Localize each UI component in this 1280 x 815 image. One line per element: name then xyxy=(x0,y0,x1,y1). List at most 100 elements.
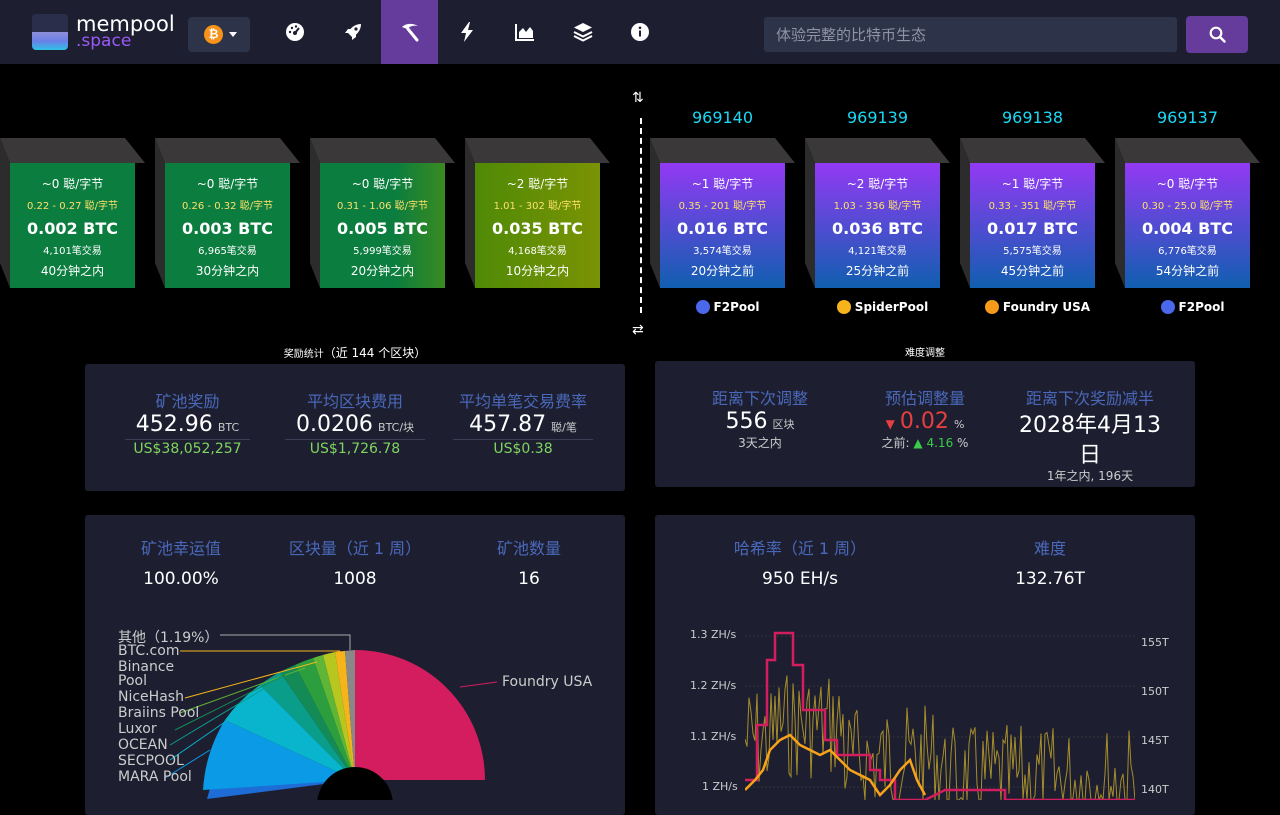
pool-logo-icon xyxy=(695,300,710,314)
y-right-tick: 155T xyxy=(1141,636,1169,649)
chart-area-icon xyxy=(514,24,534,41)
logo-text: mempool xyxy=(76,12,175,36)
block-total-fees: 0.016 BTC xyxy=(676,219,769,238)
mempool-logo[interactable]: mempool .space xyxy=(32,12,175,52)
search-input[interactable] xyxy=(764,17,1177,52)
block-pool[interactable]: SpiderPool xyxy=(805,300,960,314)
block-height-link[interactable]: 969137 xyxy=(1156,108,1219,127)
nav-accelerator[interactable] xyxy=(324,0,381,64)
mined-block[interactable]: ~2 聪/字节 1.03 - 336 聪/字节 0.036 BTC 4,121笔交易 2… xyxy=(805,108,960,314)
block-top xyxy=(155,138,300,163)
pool-name: F2Pool xyxy=(1178,300,1225,314)
pie-label-nicehash: NiceHash xyxy=(118,689,184,705)
y-left-tick: 1.1 ZH/s xyxy=(690,730,737,743)
block-tx-count: 4,101笔交易 xyxy=(43,246,102,257)
hashrate-chart[interactable] xyxy=(745,630,1135,800)
down-arrow-icon: ▼ xyxy=(885,417,895,431)
block-pool[interactable]: Foundry USA xyxy=(960,300,1115,314)
block-time: 25分钟之前 xyxy=(845,264,910,278)
hashrate-raw-line xyxy=(745,675,1135,800)
count-value: 16 xyxy=(518,569,540,589)
block-height-link[interactable]: 969140 xyxy=(691,108,754,127)
swap-vertical-icon[interactable]: ⇅ xyxy=(632,90,644,106)
pie-slice-secpool xyxy=(203,720,355,790)
block-fee-range: 0.22 - 0.27 聪/字节 xyxy=(26,201,119,212)
mined-block[interactable]: ~0 聪/字节 0.30 - 25.0 聪/字节 0.004 BTC 6,776笔交易… xyxy=(1115,108,1270,314)
mempool-block[interactable]: ~0 聪/字节 0.22 - 0.27 聪/字节 0.002 BTC 4,101笔交易… xyxy=(0,138,155,288)
difficulty-label: 难度 xyxy=(1033,539,1066,558)
block-total-fees: 0.017 BTC xyxy=(986,219,1079,238)
block-fee-range: 1.03 - 336 聪/字节 xyxy=(833,201,922,212)
pool-pie-chart[interactable] xyxy=(85,600,625,800)
block-time: 10分钟之内 xyxy=(505,264,570,278)
hashrate-label: 哈希率（近 1 周） xyxy=(733,539,867,558)
nav-dashboard[interactable] xyxy=(266,0,323,64)
difficulty-card: 距离下次调整 556 区块 3天之内 预估调整量 ▼ 0.02 % 之前: ▲ … xyxy=(655,361,1195,487)
fee-stat: 平均区块费用 0.0206 BTC/块 US$1,726.78 xyxy=(285,388,425,457)
block-height-link[interactable]: 969139 xyxy=(846,108,909,127)
mempool-block[interactable]: ~2 聪/字节 1.01 - 302 聪/字节 0.035 BTC 4,168笔交易 1… xyxy=(465,138,620,288)
y-left-tick: 1.3 ZH/s xyxy=(690,628,737,641)
luck-label: 矿池幸运值 xyxy=(140,539,221,558)
block-fee-range: 0.35 - 201 聪/字节 xyxy=(678,201,767,212)
nav-lightning[interactable] xyxy=(438,0,495,64)
search-button[interactable] xyxy=(1186,16,1248,53)
luck-stat: 矿池幸运值 100.00% xyxy=(125,535,237,589)
block-side xyxy=(650,138,660,288)
reward-value: 452.96 xyxy=(135,412,213,437)
block-time: 54分钟之前 xyxy=(1155,264,1220,278)
info-icon xyxy=(630,23,649,41)
previous-value: 4.16 xyxy=(926,436,954,450)
nav-graphs[interactable] xyxy=(496,0,553,64)
mined-block[interactable]: ~1 聪/字节 0.35 - 201 聪/字节 0.016 BTC 3,574笔交易 2… xyxy=(650,108,805,314)
nav-about[interactable] xyxy=(611,0,668,64)
block-side xyxy=(310,138,320,288)
pool-logo-icon xyxy=(1160,300,1175,314)
network-selector-button[interactable]: ₿ xyxy=(188,17,250,52)
block-side xyxy=(805,138,815,288)
hashrate-value: 950 EH/s xyxy=(762,569,838,589)
block-fee-range: 0.26 - 0.32 聪/字节 xyxy=(181,201,274,212)
block-face: ~0 聪/字节 0.30 - 25.0 聪/字节 0.004 BTC 6,776笔交易… xyxy=(1125,163,1250,288)
nav-mining[interactable] xyxy=(381,0,438,64)
reward-usd: US$38,052,257 xyxy=(125,439,250,457)
rocket-icon xyxy=(344,24,361,40)
block-median-fee: ~2 聪/字节 xyxy=(506,177,569,191)
y-right-tick: 140T xyxy=(1141,783,1169,796)
reward-unit: BTC xyxy=(217,421,240,434)
block-pool[interactable]: F2Pool xyxy=(650,300,805,314)
pie-label-binance: Binance xyxy=(118,659,175,675)
block-tx-count: 6,776笔交易 xyxy=(1158,246,1217,257)
bitcoin-icon: ₿ xyxy=(204,25,223,44)
block-side xyxy=(1115,138,1125,288)
swap-horizontal-icon[interactable]: ⇄ xyxy=(632,322,644,338)
block-total-fees: 0.002 BTC xyxy=(26,219,119,238)
pie-label-foundry: Foundry USA xyxy=(502,674,593,690)
mempool-block[interactable]: ~0 聪/字节 0.26 - 0.32 聪/字节 0.003 BTC 6,965笔交易… xyxy=(155,138,310,288)
nav-blocks[interactable] xyxy=(554,0,611,64)
block-height-link[interactable]: 969138 xyxy=(1001,108,1064,127)
block-top xyxy=(465,138,610,163)
block-pool[interactable]: F2Pool xyxy=(1115,300,1270,314)
halving-value: 2028年4月13日 xyxy=(1019,413,1161,468)
block-tx-count: 5,999笔交易 xyxy=(353,246,412,257)
difficulty-value: 132.76T xyxy=(1015,569,1085,589)
dashboard-icon xyxy=(285,23,304,41)
block-fee-range: 0.31 - 1.06 聪/字节 xyxy=(336,201,429,212)
reward-stats-title: 奖励统计（近 144 个区块） xyxy=(283,346,427,360)
block-top xyxy=(960,138,1105,163)
block-total-fees: 0.005 BTC xyxy=(336,219,429,238)
difficulty-title: 难度调整 xyxy=(905,348,945,359)
remaining-value: 556 xyxy=(725,409,768,434)
y-left-tick: 1.2 ZH/s xyxy=(690,679,737,692)
block-side xyxy=(0,138,10,288)
blockchain-divider xyxy=(640,118,642,313)
pie-slice-binance xyxy=(323,652,355,780)
reward-stat: 矿池奖励 452.96 BTC US$38,052,257 xyxy=(125,388,250,457)
blocks-stat: 区块量（近 1 周） 1008 xyxy=(285,535,425,589)
fee-usd: US$1,726.78 xyxy=(285,439,425,457)
mempool-block[interactable]: ~0 聪/字节 0.31 - 1.06 聪/字节 0.005 BTC 5,999笔交易… xyxy=(310,138,465,288)
mined-block[interactable]: ~1 聪/字节 0.33 - 351 聪/字节 0.017 BTC 5,575笔交易 4… xyxy=(960,108,1115,314)
block-top xyxy=(310,138,455,163)
block-face: ~2 聪/字节 1.03 - 336 聪/字节 0.036 BTC 4,121笔交易 2… xyxy=(815,163,940,288)
